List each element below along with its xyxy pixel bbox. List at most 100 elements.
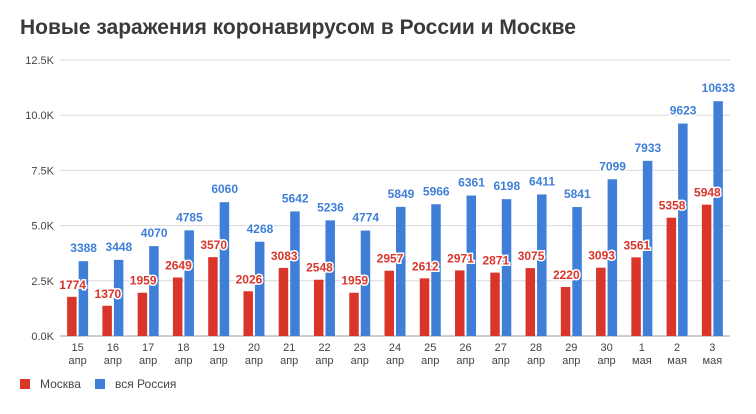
legend: Москва вся Россия (20, 377, 190, 391)
bar-moscow (455, 270, 465, 336)
data-label-russia: 4268 (247, 222, 274, 236)
bar-russia (78, 261, 89, 336)
y-tick-label: 12.5K (25, 55, 54, 67)
data-label-russia: 5849 (388, 187, 415, 201)
data-label-russia: 5642 (282, 191, 309, 205)
data-label-russia: 6198 (493, 179, 520, 193)
x-tick-label-day: 30 (600, 342, 612, 354)
bar-russia (290, 211, 300, 336)
y-tick-label: 0.0K (31, 331, 54, 343)
bar-russia (325, 220, 335, 336)
data-label-russia: 7933 (634, 141, 661, 155)
x-tick-label-month: апр (562, 355, 580, 367)
data-label-moscow: 3093 (588, 249, 615, 263)
bar-russia (678, 123, 688, 336)
data-label-moscow: 2957 (377, 252, 404, 266)
bar-moscow (172, 277, 183, 336)
legend-label-russia: вся Россия (114, 377, 177, 391)
x-tick-label-month: мая (667, 355, 687, 367)
data-label-russia: 6060 (211, 182, 238, 196)
bar-moscow (490, 272, 500, 336)
x-tick-label-month: апр (245, 355, 263, 367)
bar-russia (501, 199, 512, 336)
data-label-russia: 5236 (317, 200, 344, 214)
x-tick-label-month: апр (280, 355, 298, 367)
bar-moscow (525, 268, 536, 336)
x-tick-label-month: апр (69, 355, 87, 367)
data-label-moscow: 1959 (130, 274, 157, 288)
bar-russia (113, 259, 124, 336)
bar-moscow (102, 305, 112, 336)
bar-russia (713, 101, 723, 336)
legend-item-russia: вся Россия (94, 377, 177, 391)
x-tick-label-day: 2 (674, 342, 680, 354)
data-label-moscow: 3570 (200, 238, 227, 252)
y-tick-label: 7.5K (31, 165, 54, 177)
bar-moscow (278, 267, 289, 336)
bar-moscow (701, 204, 712, 336)
bar-russia (360, 230, 371, 336)
y-tick-label: 2.5K (31, 276, 54, 288)
x-tick-label-month: мая (632, 355, 652, 367)
x-tick-label-month: апр (315, 355, 333, 367)
x-tick-label-month: апр (386, 355, 404, 367)
x-tick-label-day: 18 (177, 342, 189, 354)
data-label-russia: 4785 (176, 210, 203, 224)
x-tick-label-month: апр (139, 355, 157, 367)
data-label-russia: 6361 (458, 176, 485, 190)
data-label-russia: 9623 (670, 104, 697, 118)
x-tick-label-month: апр (174, 355, 192, 367)
chart-title: Новые заражения коронавирусом в России и… (20, 16, 576, 39)
x-tick-label-month: апр (527, 355, 545, 367)
bar-moscow (419, 278, 430, 336)
data-label-russia: 5841 (564, 187, 591, 201)
legend-label-moscow: Москва (40, 377, 81, 391)
x-tick-label-month: апр (210, 355, 228, 367)
data-label-moscow: 3075 (518, 249, 545, 263)
legend-swatch-moscow (20, 379, 30, 389)
data-label-moscow: 2220 (553, 268, 580, 282)
data-label-russia: 3388 (70, 241, 97, 255)
x-tick-label-day: 23 (354, 342, 366, 354)
data-label-moscow: 1774 (59, 278, 86, 292)
data-label-russia: 10633 (702, 81, 736, 95)
x-tick-label-day: 24 (389, 342, 401, 354)
data-label-moscow: 2026 (236, 272, 263, 286)
x-tick-label-day: 16 (107, 342, 119, 354)
bar-russia (431, 204, 441, 336)
x-tick-label-day: 17 (142, 342, 154, 354)
data-label-moscow: 2612 (412, 259, 439, 273)
data-label-moscow: 2649 (165, 259, 192, 273)
x-tick-label-month: апр (492, 355, 510, 367)
bar-russia (466, 195, 477, 336)
bar-russia (184, 230, 194, 336)
bar-russia (607, 179, 618, 336)
x-tick-label-month: апр (104, 355, 122, 367)
bar-russia (572, 207, 582, 336)
x-tick-label-day: 20 (248, 342, 260, 354)
bar-moscow (243, 291, 253, 336)
data-label-russia: 4774 (352, 211, 379, 225)
data-label-russia: 5966 (423, 184, 450, 198)
bar-moscow (384, 270, 394, 336)
bar-moscow (137, 292, 148, 336)
x-tick-label-day: 22 (318, 342, 330, 354)
data-label-moscow: 3083 (271, 249, 298, 263)
data-label-moscow: 2548 (306, 261, 333, 275)
data-label-moscow: 3561 (623, 238, 650, 252)
x-tick-label-day: 21 (283, 342, 295, 354)
bar-moscow (631, 257, 641, 336)
bar-russia (149, 246, 159, 336)
x-tick-label-month: мая (703, 355, 723, 367)
x-tick-label-day: 26 (459, 342, 471, 354)
x-tick-label-day: 3 (709, 342, 715, 354)
data-label-russia: 3448 (106, 240, 133, 254)
x-tick-label-day: 19 (213, 342, 225, 354)
data-label-russia: 6411 (529, 174, 555, 188)
y-tick-label: 5.0K (31, 221, 54, 233)
x-tick-label-month: апр (351, 355, 369, 367)
x-tick-label-day: 25 (424, 342, 436, 354)
bar-moscow (596, 267, 606, 336)
x-tick-label-month: апр (456, 355, 474, 367)
